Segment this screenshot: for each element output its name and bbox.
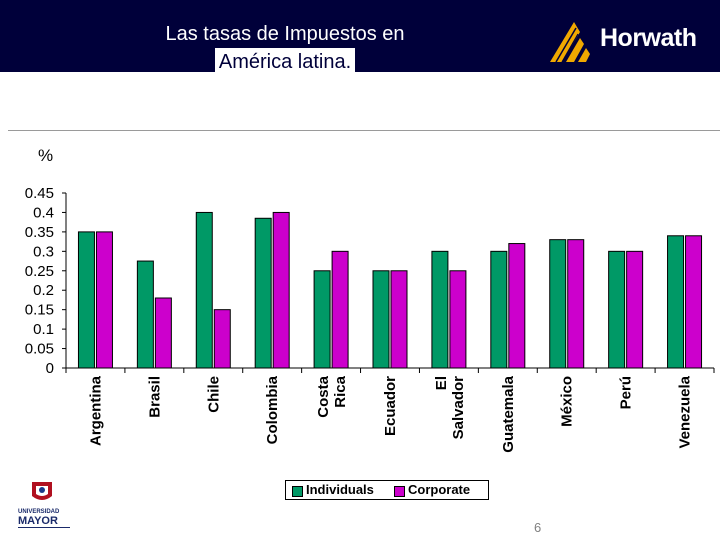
bar-corporate-guatemala xyxy=(508,243,526,369)
y-unit-label: % xyxy=(38,146,54,165)
bar-individuals-brasil xyxy=(136,260,154,369)
university-logo-line2: MAYOR xyxy=(18,515,58,527)
bar-corporate-brasil xyxy=(154,297,172,369)
title-line-1: Las tasas de Impuestos en xyxy=(165,23,405,45)
bar-individuals-perú xyxy=(608,250,626,369)
bar-individuals-guatemala xyxy=(490,250,508,369)
y-tick-label: 0.45 xyxy=(25,185,54,202)
x-category-label: Perú xyxy=(618,376,635,409)
x-category-label-text: Chile xyxy=(205,376,222,413)
title-line-2: América latina. xyxy=(214,48,356,76)
page-number: 6 xyxy=(534,520,542,535)
x-category-label: Ecuador xyxy=(382,376,399,436)
x-category-label: CostaRica xyxy=(315,375,349,417)
bar-individuals-el-salvador xyxy=(431,250,449,369)
y-tick-label: 0.25 xyxy=(25,263,54,280)
x-category-label-text: Venezuela xyxy=(677,375,694,448)
y-tick-label: 0.1 xyxy=(33,321,54,338)
x-category-label-text: Guatemala xyxy=(500,375,517,452)
x-category-label-text: Brasil xyxy=(146,376,163,418)
slide-title: Las tasas de Impuestos en América latina… xyxy=(130,20,440,76)
legend-label-individuals: Individuals xyxy=(306,482,374,497)
bar-corporate-venezuela xyxy=(685,235,703,369)
x-category-label: Brasil xyxy=(146,376,163,418)
legend-label-corporate: Corporate xyxy=(408,482,471,497)
y-tick-label: 0.05 xyxy=(25,341,54,358)
bar-corporate-méxico xyxy=(567,239,585,369)
bar-individuals-ecuador xyxy=(372,270,390,369)
bar-corporate-argentina xyxy=(95,231,113,369)
bar-corporate-ecuador xyxy=(390,270,408,369)
bar-individuals-argentina xyxy=(77,231,95,369)
y-tick-label: 0.15 xyxy=(25,302,54,319)
bar-corporate-el-salvador xyxy=(449,270,467,369)
x-category-label-text: Ecuador xyxy=(382,376,399,436)
bar-corporate-perú xyxy=(626,250,644,369)
x-category-label: Guatemala xyxy=(500,375,517,452)
horwath-emblem-icon xyxy=(550,22,590,63)
x-category-label: México xyxy=(559,376,576,427)
bar-corporate-colombia xyxy=(272,211,290,369)
y-tick-label: 0.3 xyxy=(33,243,54,260)
x-category-label: Colombia xyxy=(264,375,281,444)
universidad-mayor-logo: UNIVERSIDAD MAYOR xyxy=(14,480,76,530)
legend-swatch-individuals xyxy=(292,486,303,497)
bar-individuals-colombia xyxy=(254,217,272,369)
x-category-label-text: México xyxy=(559,376,576,427)
bar-individuals-chile xyxy=(195,211,213,369)
horwath-logo: Horwath xyxy=(548,20,698,64)
bar-corporate-costa-rica xyxy=(331,250,349,369)
bar-individuals-méxico xyxy=(549,239,567,369)
x-category-label: Argentina xyxy=(87,375,104,446)
bar-individuals-venezuela xyxy=(667,235,685,369)
university-shield-icon: UNIVERSIDAD MAYOR xyxy=(18,482,70,528)
divider-line xyxy=(8,130,720,131)
y-tick-label: 0.35 xyxy=(25,224,54,241)
x-category-label: Chile xyxy=(205,376,222,413)
x-category-label-text: ElSalvador xyxy=(433,376,467,440)
x-category-label: ElSalvador xyxy=(433,376,467,440)
x-category-label-text: Argentina xyxy=(87,375,104,446)
y-tick-label: 0.4 xyxy=(33,204,54,221)
header-bar: Las tasas de Impuestos en América latina… xyxy=(0,0,720,76)
university-logo-line1: UNIVERSIDAD xyxy=(18,509,60,515)
x-category-label-text: Colombia xyxy=(264,375,281,444)
bar-individuals-costa-rica xyxy=(313,270,331,369)
x-category-label-text: Perú xyxy=(618,376,635,409)
x-category-label-text: CostaRica xyxy=(315,375,349,417)
horwath-logo-text: Horwath xyxy=(600,24,697,52)
chart-legend: Individuals Corporate xyxy=(285,480,489,500)
bar-corporate-chile xyxy=(213,309,231,369)
x-category-label: Venezuela xyxy=(677,375,694,448)
legend-swatch-corporate xyxy=(394,486,405,497)
y-tick-label: 0 xyxy=(46,360,54,377)
y-tick-label: 0.2 xyxy=(33,282,54,299)
